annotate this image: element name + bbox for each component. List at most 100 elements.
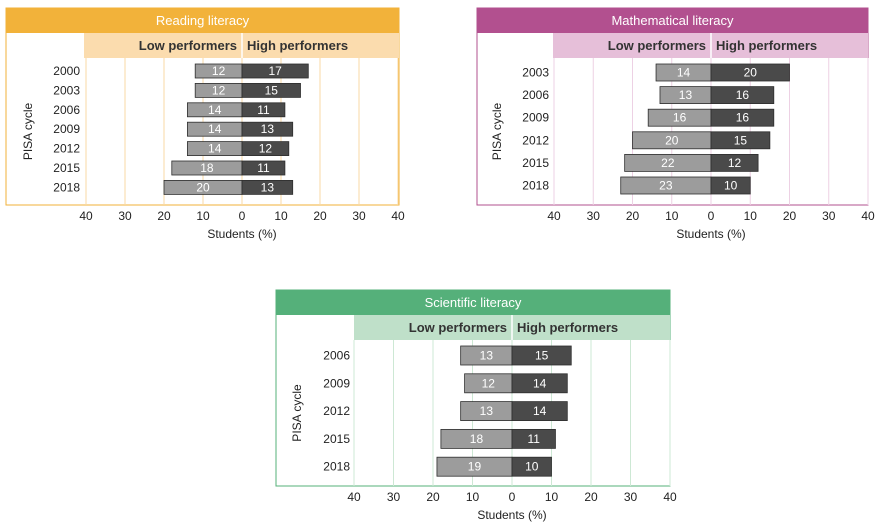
- y-axis-label: PISA cycle: [21, 102, 35, 160]
- x-tick-label: 20: [626, 209, 640, 223]
- data-label-low: 13: [480, 404, 494, 418]
- x-tick-label: 10: [545, 490, 559, 504]
- data-label-low: 18: [470, 432, 484, 446]
- bar-high-performers: [710, 176, 751, 195]
- x-tick-label: 30: [118, 209, 132, 223]
- y-tick-label: 2015: [323, 432, 350, 446]
- data-label-high: 12: [259, 142, 273, 156]
- y-tick-label: 2006: [522, 88, 549, 102]
- x-tick-label: 40: [663, 490, 677, 504]
- y-tick-label: 2018: [53, 180, 80, 194]
- panel-reading-chart: Reading literacy Low performers High perfo…: [5, 7, 405, 241]
- data-label-high: 15: [734, 133, 748, 147]
- bar-high-performers: [710, 63, 790, 82]
- data-label-high: 17: [268, 64, 282, 78]
- x-tick-label: 30: [387, 490, 401, 504]
- x-tick-label: 0: [509, 490, 516, 504]
- y-tick-label: 2018: [323, 460, 350, 474]
- y-tick-label: 2015: [522, 156, 549, 170]
- y-tick-label: 2006: [323, 349, 350, 363]
- bar-high-performers: [511, 401, 568, 422]
- data-label-low: 12: [212, 83, 226, 97]
- data-label-low: 12: [482, 376, 496, 390]
- data-label-high: 10: [525, 460, 539, 474]
- x-tick-label: 30: [352, 209, 366, 223]
- data-label-high: 20: [744, 66, 758, 80]
- data-label-high: 12: [728, 156, 742, 170]
- x-tick-label: 10: [744, 209, 758, 223]
- x-tick-label: 30: [822, 209, 836, 223]
- bar-high-performers: [241, 102, 286, 118]
- bar-high-performers: [511, 373, 568, 394]
- data-label-high: 16: [736, 111, 750, 125]
- y-tick-label: 2012: [522, 133, 549, 147]
- x-tick-label: 20: [426, 490, 440, 504]
- data-label-high: 15: [265, 83, 279, 97]
- y-tick-label: 2012: [53, 142, 80, 156]
- y-tick-label: 2015: [53, 161, 80, 175]
- x-axis-label: Students (%): [676, 227, 745, 241]
- x-tick-label: 20: [584, 490, 598, 504]
- data-label-high: 13: [261, 122, 275, 136]
- bar-high-performers: [241, 63, 309, 79]
- x-tick-label: 20: [157, 209, 171, 223]
- x-tick-label: 40: [347, 490, 361, 504]
- bar-high-performers: [710, 153, 759, 172]
- x-tick-label: 10: [466, 490, 480, 504]
- x-tick-label: 20: [783, 209, 797, 223]
- y-axis-label: PISA cycle: [490, 102, 504, 160]
- data-label-high: 14: [533, 404, 547, 418]
- bar-high-performers: [241, 141, 290, 157]
- x-tick-label: 10: [274, 209, 288, 223]
- y-tick-label: 2018: [522, 179, 549, 193]
- data-label-high: 11: [527, 432, 540, 446]
- header-high-performers: High performers: [247, 38, 348, 53]
- data-label-low: 18: [200, 161, 214, 175]
- bar-high-performers: [710, 86, 775, 104]
- x-tick-label: 30: [587, 209, 601, 223]
- x-tick-label: 10: [665, 209, 679, 223]
- bar-high-performers: [511, 428, 556, 449]
- y-tick-label: 2009: [323, 376, 350, 390]
- data-label-high: 13: [261, 180, 275, 194]
- data-label-high: 16: [736, 88, 750, 102]
- chart-title: Reading literacy: [156, 13, 250, 28]
- x-axis-label: Students (%): [207, 227, 276, 241]
- x-tick-label: 0: [239, 209, 246, 223]
- header-low-performers: Low performers: [139, 38, 237, 53]
- title-bar: [276, 290, 670, 315]
- bar-high-performers: [241, 83, 301, 98]
- x-tick-label: 40: [547, 209, 561, 223]
- data-label-low: 16: [673, 111, 687, 125]
- bar-high-performers: [241, 179, 294, 195]
- data-label-low: 14: [208, 103, 222, 117]
- y-tick-label: 2000: [53, 64, 80, 78]
- y-tick-label: 2009: [53, 122, 80, 136]
- bar-high-performers: [710, 108, 775, 127]
- panel-mathematics-chart: Mathematical literacy Low performers High …: [476, 7, 875, 241]
- bar-high-performers: [241, 160, 286, 176]
- y-axis-label: PISA cycle: [290, 384, 304, 442]
- data-label-low: 13: [679, 88, 693, 102]
- panel-science-chart: Scientific literacy Low performers High pe…: [275, 289, 677, 522]
- data-label-low: 14: [208, 122, 222, 136]
- data-label-low: 14: [677, 66, 691, 80]
- data-label-high: 11: [257, 161, 270, 175]
- data-label-low: 14: [208, 142, 222, 156]
- header-low-performers: Low performers: [608, 38, 706, 53]
- chart-title: Scientific literacy: [425, 295, 522, 310]
- y-tick-label: 2003: [53, 83, 80, 97]
- data-label-low: 23: [659, 179, 673, 193]
- data-label-low: 19: [468, 460, 482, 474]
- data-label-low: 13: [480, 349, 494, 363]
- data-label-high: 11: [257, 103, 270, 117]
- y-tick-label: 2006: [53, 103, 80, 117]
- data-label-low: 12: [212, 64, 226, 78]
- header-high-performers: High performers: [517, 320, 618, 335]
- x-tick-label: 40: [391, 209, 405, 223]
- y-tick-label: 2003: [522, 66, 549, 80]
- data-label-low: 20: [665, 133, 679, 147]
- title-bar: [477, 8, 868, 33]
- x-tick-label: 40: [861, 209, 875, 223]
